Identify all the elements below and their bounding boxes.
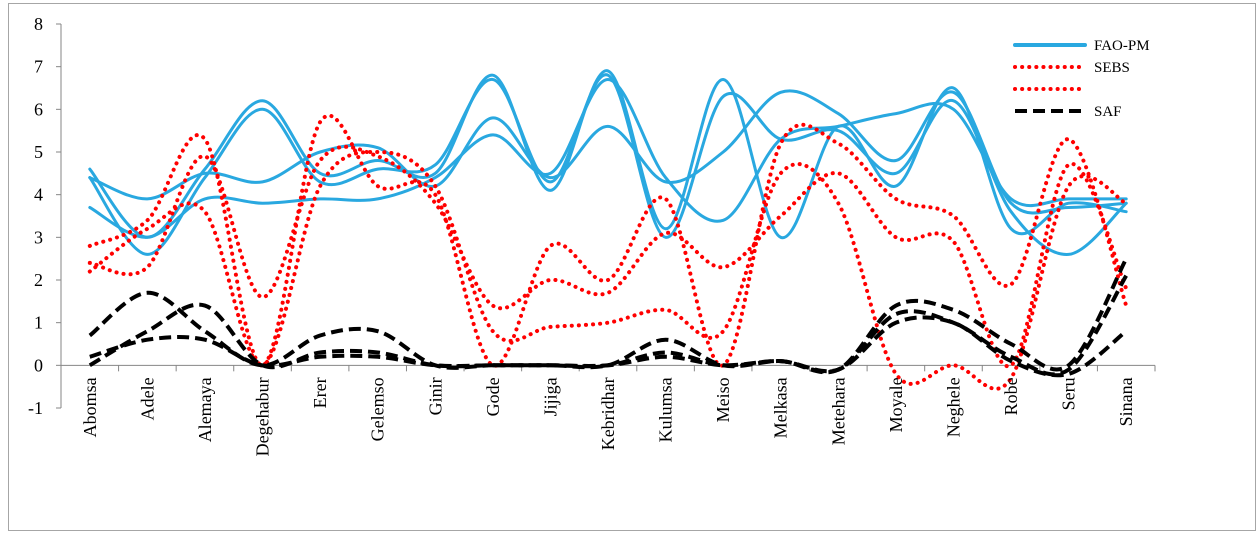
x-tick-label: Meiso — [713, 377, 733, 422]
series-line-sebs — [87, 144, 1129, 369]
series-line-fao-pm — [88, 73, 1128, 256]
series-line-fao-pm — [88, 69, 1128, 239]
y-tick-label: -1 — [28, 398, 43, 418]
chart-frame — [8, 3, 1256, 531]
series-layer — [87, 69, 1129, 391]
y-tick-label: 5 — [34, 142, 43, 162]
y-tick-label: 0 — [34, 355, 43, 375]
x-tick-label: Erer — [310, 377, 330, 408]
x-tick-label: Degehabur — [253, 377, 273, 456]
x-tick-label: Melkasa — [771, 377, 791, 438]
legend: FAO-PM SEBS SAF — [1013, 38, 1150, 120]
x-tick-label: Moyale — [886, 377, 906, 432]
tick-labels: -1 0 1 2 3 4 5 6 7 8 Abomsa Adele Alemaya Degehabur Er… — [28, 14, 1136, 456]
x-tick-label: Gelemso — [368, 377, 388, 441]
x-tick-label: Alemaya — [195, 377, 215, 442]
x-tick-label: Robe — [1001, 377, 1021, 415]
y-tick-label: 6 — [34, 99, 43, 119]
legend-label-saf: SAF — [1094, 104, 1122, 120]
x-tick-label: Abomsa — [80, 377, 100, 437]
x-tick-label: Ginir — [425, 377, 445, 415]
x-tick-label: Jijiga — [540, 377, 560, 416]
series-line-fao-pm — [88, 89, 1128, 215]
x-tick-label: Neghele — [943, 377, 963, 437]
x-tick-label: Seru — [1059, 377, 1079, 410]
series-line-sebs — [87, 113, 1129, 368]
y-tick-label: 2 — [34, 270, 43, 290]
y-tick-label: 8 — [34, 14, 43, 34]
y-tick-label: 4 — [34, 185, 43, 205]
y-tick-label: 7 — [34, 57, 43, 77]
axes — [56, 23, 1156, 409]
y-tick-label: 3 — [34, 227, 43, 247]
x-tick-label: Sinana — [1116, 377, 1136, 426]
series-line-saf — [88, 257, 1128, 375]
x-tick-label: Metehara — [828, 377, 848, 445]
series-line-saf — [89, 315, 1128, 378]
series-line-fao-pm — [88, 77, 1128, 239]
x-tick-label: Adele — [137, 377, 157, 420]
x-tick-label: Kulumsa — [656, 377, 676, 442]
x-tick-label: Kebridhar — [598, 377, 618, 450]
legend-label-fao-pm: FAO-PM — [1094, 38, 1150, 54]
legend-label-sebs: SEBS — [1094, 60, 1130, 76]
x-tick-label: Gode — [483, 377, 503, 416]
y-tick-label: 1 — [34, 313, 43, 333]
